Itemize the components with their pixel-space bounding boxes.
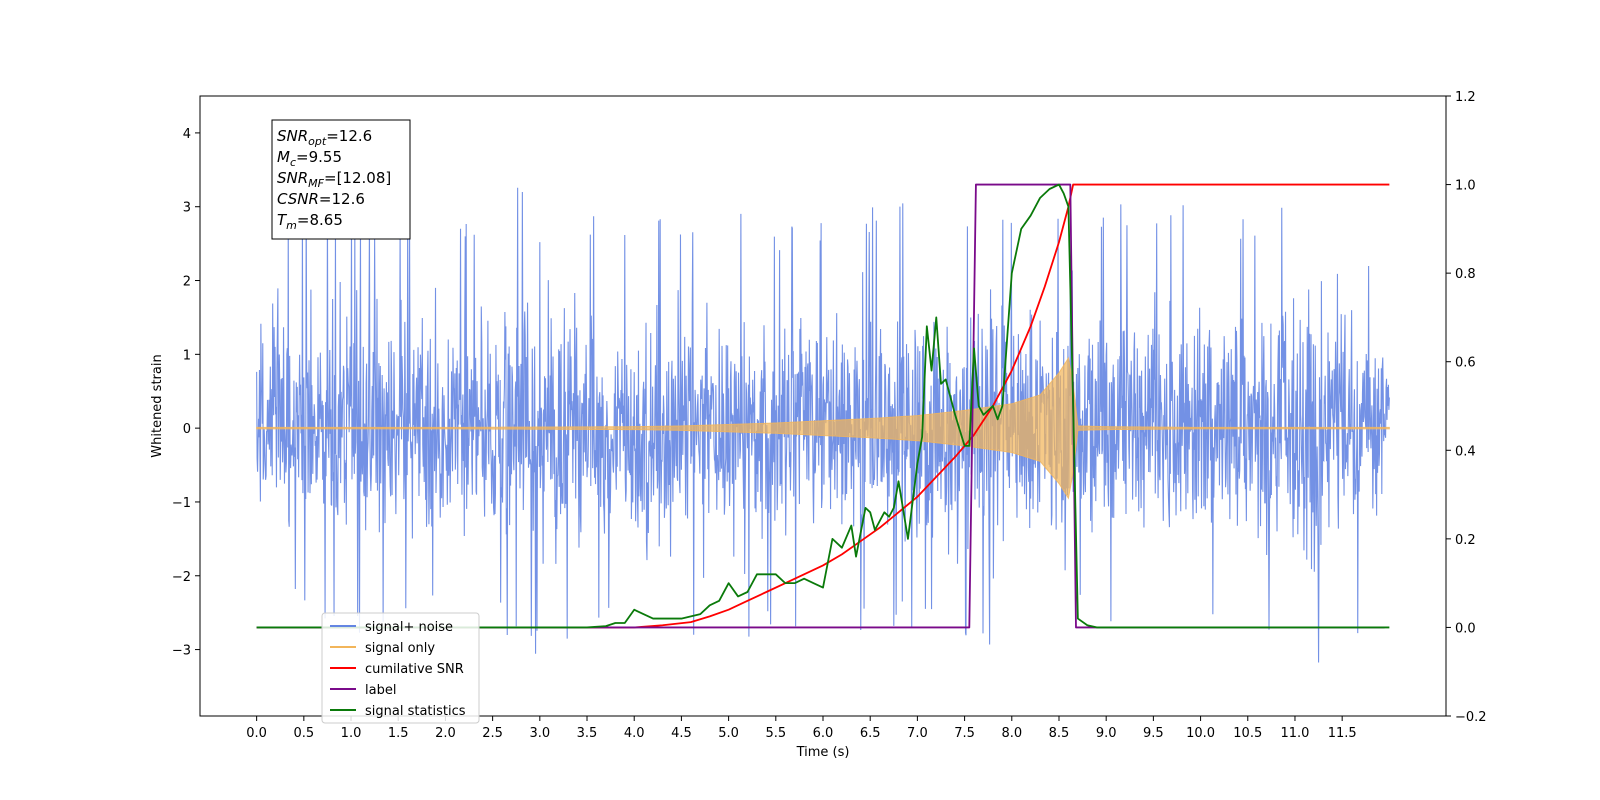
y2-tick-label: 1.2 <box>1455 90 1476 105</box>
y-axis-label: Whitened strain <box>150 354 165 457</box>
x-tick-label: 11.5 <box>1328 726 1357 741</box>
y2-axis-ticks: −0.2 0.0 0.2 0.4 0.6 0.8 1.0 1.2 <box>1446 90 1487 725</box>
signal-only-series <box>256 356 1390 500</box>
x-tick-label: 5.5 <box>765 726 786 741</box>
signal-noise-series <box>256 187 1390 663</box>
annotation-line: SNRMF=[12.08] <box>277 169 391 190</box>
y-tick-label: 0 <box>183 422 191 437</box>
legend-label: signal only <box>365 641 435 656</box>
y-tick-label: −1 <box>172 496 191 511</box>
x-tick-label: 8.5 <box>1049 726 1070 741</box>
annotation-line: Tm=8.65 <box>277 211 343 232</box>
plot-area <box>256 183 1390 663</box>
x-tick-label: 9.0 <box>1096 726 1117 741</box>
x-tick-label: 1.0 <box>341 726 362 741</box>
y2-tick-label: 0.4 <box>1455 444 1476 459</box>
annotation-line: CSNR=12.6 <box>277 190 365 208</box>
annotation-line: SNRopt=12.6 <box>277 127 372 148</box>
x-tick-label: 3.0 <box>529 726 550 741</box>
x-tick-label: 0.5 <box>293 726 314 741</box>
y-tick-label: −2 <box>172 570 191 585</box>
legend-label: label <box>365 683 396 698</box>
x-tick-label: 6.0 <box>813 726 834 741</box>
y2-tick-label: 0.2 <box>1455 533 1476 548</box>
legend: signal+ noise signal only cumilative SNR la… <box>321 612 480 724</box>
x-tick-label: 11.0 <box>1280 726 1309 741</box>
x-tick-label: 6.5 <box>860 726 881 741</box>
metrics-annotation-box: SNRopt=12.6Mc=9.55SNRMF=[12.08]CSNR=12.6… <box>271 119 411 240</box>
x-tick-label: 7.5 <box>954 726 975 741</box>
x-tick-label: 2.0 <box>435 726 456 741</box>
y-tick-label: 4 <box>183 127 191 142</box>
x-tick-label: 2.5 <box>482 726 503 741</box>
signal-statistics-line <box>256 183 1390 629</box>
y-tick-label: 1 <box>183 348 191 363</box>
y2-tick-label: 1.0 <box>1455 179 1476 194</box>
line-series-group <box>256 183 1390 629</box>
signal-only-band <box>256 356 1390 500</box>
legend-frame <box>321 612 480 724</box>
legend-label: cumilative SNR <box>365 662 464 677</box>
signal-noise-line <box>256 187 1390 663</box>
y-tick-label: 2 <box>183 275 191 290</box>
x-tick-label: 10.5 <box>1233 726 1262 741</box>
x-tick-label: 1.5 <box>388 726 409 741</box>
y2-tick-label: 0.0 <box>1455 621 1476 636</box>
annotation-line: Mc=9.55 <box>277 148 342 169</box>
y-tick-label: −3 <box>172 644 191 659</box>
annotation-frame <box>271 119 411 240</box>
y2-tick-label: 0.6 <box>1455 356 1476 371</box>
x-tick-label: 0.0 <box>246 726 267 741</box>
legend-label: signal+ noise <box>365 620 453 635</box>
y-axis-ticks: −3 −2 −1 0 1 2 3 4 <box>172 127 200 659</box>
x-tick-label: 9.5 <box>1143 726 1164 741</box>
cumilative-snr-line <box>256 183 1390 629</box>
x-tick-label: 5.0 <box>718 726 739 741</box>
y2-tick-label: −0.2 <box>1455 710 1487 725</box>
x-tick-label: 7.0 <box>907 726 928 741</box>
x-tick-label: 4.5 <box>671 726 692 741</box>
x-tick-label: 10.0 <box>1186 726 1215 741</box>
x-tick-label: 8.0 <box>1001 726 1022 741</box>
x-axis-ticks: 0.0 0.5 1.0 1.5 2.0 2.5 3.0 3.5 4.0 4.5 5.0 5.5 6.0 6… <box>246 716 1357 741</box>
x-axis-label: Time (s) <box>796 745 850 760</box>
x-tick-label: 3.5 <box>577 726 598 741</box>
y-tick-label: 3 <box>183 201 191 216</box>
legend-label: signal statistics <box>365 704 466 719</box>
y2-tick-label: 0.8 <box>1455 267 1476 282</box>
x-tick-label: 4.0 <box>624 726 645 741</box>
